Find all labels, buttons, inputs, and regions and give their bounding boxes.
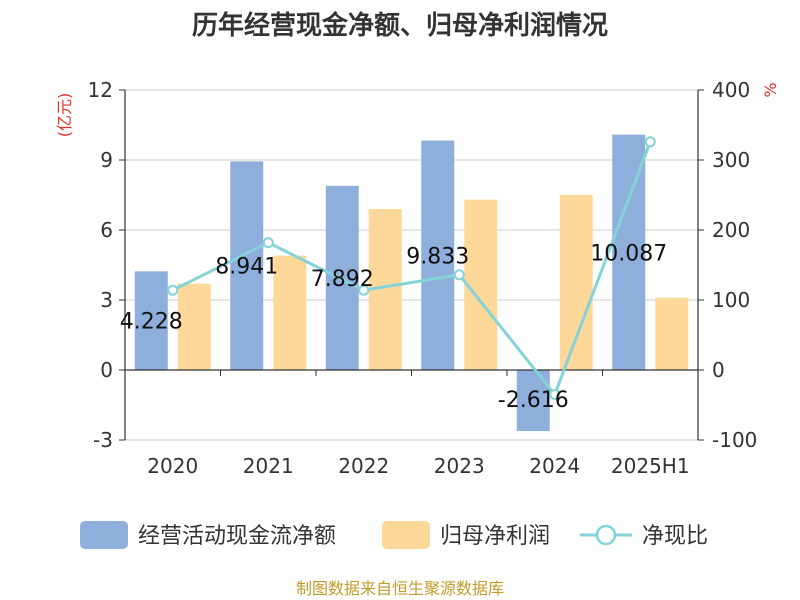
cashflow-data-label: 4.228 [120,310,183,335]
legend-label: 经营活动现金流净额 [138,524,336,549]
cashflow-data-label: 7.892 [311,267,374,292]
data-labels: 4.228 8.941 7.892 9.833 -2.616 10.087 [120,241,667,413]
left-tick-label: 3 [100,288,113,312]
ratio-line-path [172,141,652,398]
bar-cashflow [612,134,646,370]
right-tick-label: 100 [712,288,750,312]
left-tick-label: 0 [100,358,113,382]
x-tick-label: 2021 [243,454,294,478]
left-tick-label: 12 [88,78,113,102]
ratio-point [358,284,370,296]
right-tick-label: -100 [712,428,757,452]
x-tick-label: 2025H1 [611,454,690,478]
bar-net-profit [559,195,593,370]
tick-labels: 12 9 6 3 0 -3 400 300 200 100 0 -100 2020 2021 2022 202… [88,78,758,478]
bar-net-profit [273,255,307,370]
x-tick-label: 2023 [434,454,485,478]
bar-cashflow [421,140,455,370]
chart-title: 历年经营现金净额、归母净利润情况 [192,10,608,41]
ratio-point [262,237,274,249]
ratio-point [549,389,561,400]
right-tick-label: 200 [712,218,750,242]
bar-cashflow [134,271,168,370]
ratio-line [167,136,656,400]
bar-cashflow [230,161,264,370]
cashflow-data-label: 9.833 [406,244,469,269]
right-tick-label: 400 [712,78,750,102]
cashflow-data-label: -2.616 [498,388,569,413]
left-tick-label: 6 [100,218,113,242]
cashflow-data-label: 10.087 [590,241,667,266]
legend-swatch [382,521,430,549]
bar-net-profit [177,283,211,370]
left-tick-label: -3 [93,428,113,452]
right-tick-label: 300 [712,148,750,172]
x-tick-label: 2024 [529,454,580,478]
bar-net-profit [464,199,498,370]
bar-net-profit [655,297,689,370]
data-source: 制图数据来自恒生聚源数据库 [296,579,504,598]
right-axis-unit: % [761,82,780,97]
cashflow-data-label: 8.941 [215,255,278,280]
ratio-point [644,136,656,148]
legend-label: 归母净利润 [440,524,550,549]
x-tick-label: 2022 [338,454,389,478]
ratio-point [167,284,179,296]
left-axis-unit: (亿元) [55,93,74,138]
legend: 经营活动现金流净额 归母净利润 净现比 [80,521,708,549]
legend-swatch [80,521,128,549]
legend-label: 净现比 [642,524,708,549]
legend-marker [595,524,617,546]
right-tick-label: 0 [712,358,725,382]
x-tick-label: 2020 [147,454,198,478]
ratio-point [453,269,465,281]
left-tick-label: 9 [100,148,113,172]
axes [119,89,704,441]
